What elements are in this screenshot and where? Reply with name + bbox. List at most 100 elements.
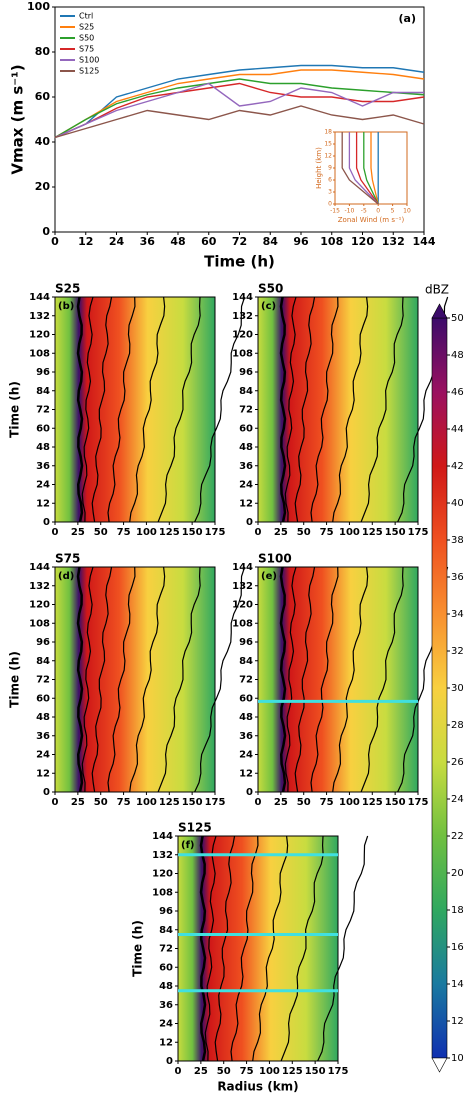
y-tick-label: 48 xyxy=(239,712,253,723)
colorbar-tick-label: 34 xyxy=(451,609,464,620)
contour xyxy=(294,296,316,523)
y-tick-label: 12 xyxy=(36,768,50,779)
colorbar-tick-label: 46 xyxy=(451,387,464,398)
y-tick-label: 60 xyxy=(35,90,51,103)
x-tick-label: 120 xyxy=(351,235,374,248)
series-line xyxy=(54,105,425,139)
inset-profile xyxy=(370,132,379,205)
y-tick-label: 40 xyxy=(35,135,51,148)
colorbar-bottom-extend xyxy=(431,1057,448,1073)
x-tick-label: 0 xyxy=(255,527,262,538)
contour xyxy=(204,835,217,1062)
x-tick-label: 144 xyxy=(413,235,436,248)
y-tick-label: 132 xyxy=(232,311,253,322)
y-tick-label: 120 xyxy=(29,600,50,611)
inset-y-tick-label: 18 xyxy=(324,129,332,136)
colorbar-tick-label: 38 xyxy=(451,535,464,546)
x-tick-label: 150 xyxy=(385,527,406,538)
contour xyxy=(157,296,201,523)
colorbar-tick-label: 12 xyxy=(451,1016,464,1027)
colorbar-tick-label: 50 xyxy=(451,313,464,324)
contour xyxy=(279,566,287,793)
x-tick-label: 175 xyxy=(408,797,429,808)
colorbar-tick-label: 36 xyxy=(451,572,464,583)
y-tick-label: 84 xyxy=(239,656,253,667)
colorbar-title: dBZ xyxy=(425,283,449,297)
y-tick-label: 132 xyxy=(29,311,50,322)
y-tick-label: 144 xyxy=(232,292,253,303)
colorbar-tick-label: 24 xyxy=(451,794,464,805)
x-tick-label: 100 xyxy=(136,527,157,538)
contour xyxy=(81,566,94,793)
x-tick-label: 125 xyxy=(159,797,180,808)
x-tick-label: 96 xyxy=(293,235,309,248)
x-tick-label: 175 xyxy=(408,527,429,538)
x-tick-label: 75 xyxy=(117,527,131,538)
contour xyxy=(284,566,297,793)
y-tick-label: 36 xyxy=(36,461,50,472)
panel-label: (c) xyxy=(261,301,276,312)
contour xyxy=(199,835,207,1062)
x-tick-label: 150 xyxy=(182,527,203,538)
panel-title: S100 xyxy=(258,552,292,566)
y-tick-label: 100 xyxy=(27,0,50,13)
y-tick-label: 72 xyxy=(239,675,253,686)
x-axis-label: Time (h) xyxy=(204,253,275,271)
contour xyxy=(91,566,113,793)
contour xyxy=(310,296,339,523)
y-tick-label: 72 xyxy=(36,405,50,416)
y-tick-label: 132 xyxy=(29,581,50,592)
x-tick-label: 50 xyxy=(94,797,108,808)
y-tick-label: 0 xyxy=(166,1056,173,1067)
x-tick-label: 175 xyxy=(205,527,226,538)
y-tick-label: 36 xyxy=(239,461,253,472)
x-tick-label: 125 xyxy=(362,797,383,808)
x-tick-label: 108 xyxy=(320,235,343,248)
y-tick-label: 144 xyxy=(29,562,50,573)
x-tick-label: 175 xyxy=(205,797,226,808)
y-tick-label: 132 xyxy=(152,850,173,861)
series-line xyxy=(54,69,425,139)
y-tick-label: 48 xyxy=(239,442,253,453)
y-tick-label: 60 xyxy=(36,693,50,704)
colorbar-tick-label: 26 xyxy=(451,757,464,768)
x-tick-label: 100 xyxy=(339,797,360,808)
y-tick-label: 108 xyxy=(152,887,173,898)
y-tick-label: 84 xyxy=(239,386,253,397)
colorbar-tick-label: 14 xyxy=(451,979,464,990)
x-tick-label: 150 xyxy=(182,797,203,808)
panel-label: (d) xyxy=(58,571,74,582)
x-tick-label: 75 xyxy=(117,797,131,808)
inset-y-tick-label: 0 xyxy=(328,201,332,208)
y-tick-label: 108 xyxy=(232,618,253,629)
y-tick-label: 12 xyxy=(239,498,253,509)
contour xyxy=(214,835,236,1062)
y-tick-label: 132 xyxy=(232,581,253,592)
plot-frame xyxy=(177,835,339,1062)
contour xyxy=(129,566,166,793)
inset-y-tick-label: 9 xyxy=(328,165,332,172)
x-tick-label: 125 xyxy=(282,1066,303,1077)
contour xyxy=(284,296,297,523)
x-tick-label: 75 xyxy=(320,527,334,538)
x-tick-label: 75 xyxy=(320,797,334,808)
x-tick-label: 36 xyxy=(140,235,156,248)
y-tick-label: 0 xyxy=(43,517,50,528)
y-tick-label: 72 xyxy=(159,944,173,955)
contour xyxy=(294,566,316,793)
inset-y-label: Height (km) xyxy=(315,147,323,189)
x-tick-label: 50 xyxy=(217,1066,231,1077)
contour xyxy=(194,296,246,523)
contour xyxy=(332,296,369,523)
x-tick-label: 60 xyxy=(201,235,217,248)
x-tick-label: 50 xyxy=(94,527,108,538)
colorbar-tick-label: 40 xyxy=(451,498,464,509)
colorbar xyxy=(431,317,448,1059)
plot-frame xyxy=(54,6,425,233)
inset-y-tick-label: 3 xyxy=(328,189,332,196)
legend-label: S75 xyxy=(79,45,94,54)
plot-frame xyxy=(54,296,216,523)
panel-label: (b) xyxy=(58,301,74,312)
y-tick-label: 144 xyxy=(29,292,50,303)
